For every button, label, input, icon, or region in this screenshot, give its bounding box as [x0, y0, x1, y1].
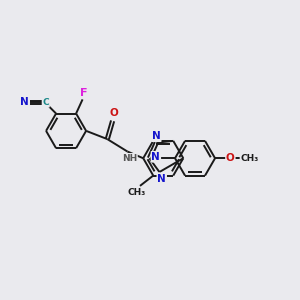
Text: C: C [43, 98, 49, 107]
Text: N: N [152, 152, 160, 162]
Text: O: O [226, 153, 235, 163]
Text: N: N [20, 97, 28, 107]
Text: CH₃: CH₃ [127, 188, 146, 197]
Text: N: N [152, 131, 161, 141]
Text: N: N [158, 173, 166, 184]
Text: O: O [110, 108, 118, 118]
Text: CH₃: CH₃ [240, 154, 259, 163]
Text: NH: NH [122, 154, 137, 163]
Text: F: F [80, 88, 88, 98]
